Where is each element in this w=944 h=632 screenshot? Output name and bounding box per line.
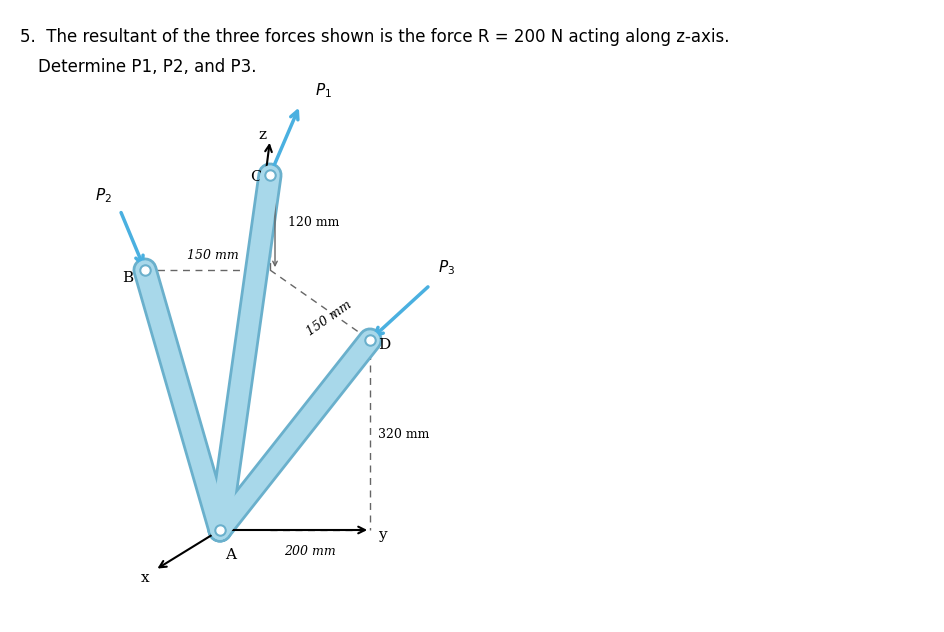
Text: C: C: [250, 170, 262, 184]
Text: 120 mm: 120 mm: [288, 216, 340, 229]
Text: 150 mm: 150 mm: [304, 298, 354, 339]
Text: Determine P1, P2, and P3.: Determine P1, P2, and P3.: [38, 58, 257, 76]
Text: A: A: [225, 548, 236, 562]
Text: $P_1$: $P_1$: [315, 82, 332, 100]
Text: 200 mm: 200 mm: [284, 545, 336, 558]
Text: 5.  The resultant of the three forces shown is the force R = 200 N acting along : 5. The resultant of the three forces sho…: [20, 28, 730, 46]
Text: B: B: [122, 271, 133, 285]
Text: y: y: [378, 528, 386, 542]
Text: $P_2$: $P_2$: [95, 186, 112, 205]
Text: x: x: [141, 571, 149, 585]
Text: 320 mm: 320 mm: [378, 428, 430, 442]
Text: $P_3$: $P_3$: [438, 258, 455, 277]
Text: 150 mm: 150 mm: [187, 249, 239, 262]
Text: D: D: [378, 338, 390, 352]
Text: z: z: [258, 128, 266, 142]
